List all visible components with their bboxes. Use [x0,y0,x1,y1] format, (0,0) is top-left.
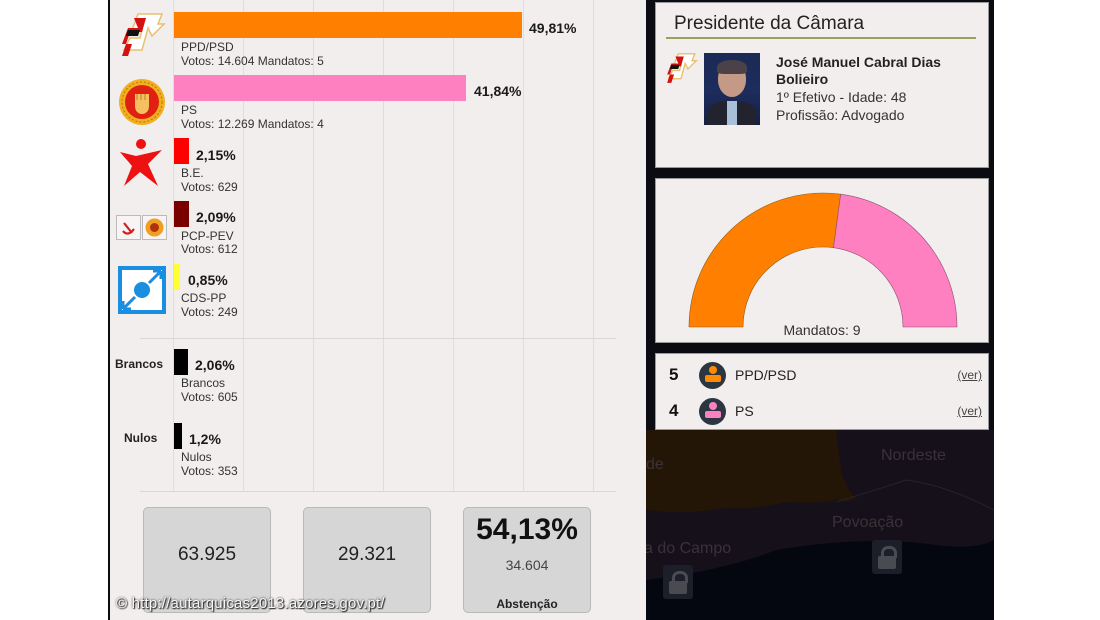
map-label: Nordeste [881,447,946,464]
vote-bar-psd [174,12,522,38]
stat-value: 63.925 [177,544,237,565]
person-icon [699,362,726,389]
title-underline [666,37,976,39]
president-photo [704,53,760,125]
map-background[interactable]: Nordeste Povoação a do Campo de [646,430,994,620]
psd-arrow-logo-icon [664,51,698,87]
votes-line: Votos: 14.604 Mandatos: 5 [181,54,324,68]
percent-label: 41,84% [474,83,522,99]
lock-icon[interactable] [663,565,693,599]
vote-bar-blank [174,349,188,375]
ps-fist-logo-icon [116,76,168,128]
votes-line: Votos: 612 [181,242,238,256]
stat-abstention-box: 54,13% 34.604 Abstenção [463,507,591,613]
vote-bar-ps [174,75,466,101]
seats-semicircle-chart [688,192,958,328]
side-label: Nulos [124,431,158,445]
gridline [243,0,244,492]
votes-line: Votos: 629 [181,180,238,194]
vote-bar-be [174,138,189,164]
gridline [383,0,384,492]
cds-pp-arrows-logo-icon [116,264,168,316]
vote-bar-cds-pp [174,264,180,290]
stat-voters-box: 29.321 [303,507,431,613]
stat-value: 29.321 [337,544,397,565]
source-watermark: © http://autarquicas2013.azores.gov.pt/ [116,595,385,612]
map-label: de [646,456,664,473]
president-profession: Profissão: Advogado [776,107,905,123]
seat-count: 5 [669,365,679,384]
results-panel: 49,81% PPD/PSD Votos: 14.604 Mandatos: 5… [110,0,646,620]
seat-count: 4 [669,401,679,420]
gridline [523,0,524,492]
divider [140,338,616,339]
map-label: Povoação [832,514,904,531]
election-results-app: 49,81% PPD/PSD Votos: 14.604 Mandatos: 5… [108,0,994,620]
psd-arrow-logo-icon [116,10,168,62]
vote-bar-pcp-pev [174,201,189,227]
seat-party: PS [735,403,754,419]
lock-icon[interactable] [872,540,902,574]
view-link[interactable]: (ver) [957,368,982,382]
percent-label: 2,09% [196,209,236,225]
total-seats-label: Mandatos: 9 [783,322,861,338]
abstention-value: 34.604 [505,557,549,573]
vote-bar-null [174,423,182,449]
map-label: a do Campo [646,540,732,557]
party-name: CDS-PP [181,291,227,305]
votes-line: Votos: 12.269 Mandatos: 4 [181,117,324,131]
party-name: PS [181,103,198,117]
seat-row-psd: 5 PPD/PSD (ver) [656,359,988,389]
percent-label: 1,2% [189,431,221,447]
president-rank-age: 1º Efetivo - Idade: 48 [776,89,907,105]
seat-party: PPD/PSD [735,367,797,383]
seats-gauge-card: Mandatos: 9 [655,178,989,343]
divider [140,491,616,492]
row-name: Nulos [181,450,212,464]
pcp-pev-logo-icon [116,202,168,254]
votes-line: Votos: 605 [181,390,238,404]
votes-line: Votos: 353 [181,464,238,478]
row-name: Brancos [181,376,226,390]
party-name: PCP-PEV [181,229,234,243]
side-label: Brancos [115,357,164,371]
votes-line: Votos: 249 [181,305,238,319]
card-title: Presidente da Câmara [674,13,865,34]
seat-row-ps: 4 PS (ver) [656,395,988,425]
percent-label: 49,81% [529,20,577,36]
stat-label: Abstenção [496,597,558,611]
party-name: B.E. [181,166,204,180]
president-card: Presidente da Câmara José Manuel Cabral … [655,2,989,168]
stat-registered-box: 63.925 [143,507,271,613]
party-name: PPD/PSD [181,40,234,54]
gridline [593,0,594,492]
percent-label: 2,06% [195,357,235,373]
seats-list-card: 5 PPD/PSD (ver) 4 PS (ver) [655,353,989,430]
person-icon [699,398,726,425]
gridline [453,0,454,492]
abstention-percent: 54,13% [476,513,578,546]
gridline [313,0,314,492]
president-name: José Manuel Cabral Dias Bolieiro [776,54,941,87]
percent-label: 0,85% [188,272,228,288]
percent-label: 2,15% [196,147,236,163]
be-star-logo-icon [116,138,168,190]
view-link[interactable]: (ver) [957,404,982,418]
gridline [173,0,174,492]
